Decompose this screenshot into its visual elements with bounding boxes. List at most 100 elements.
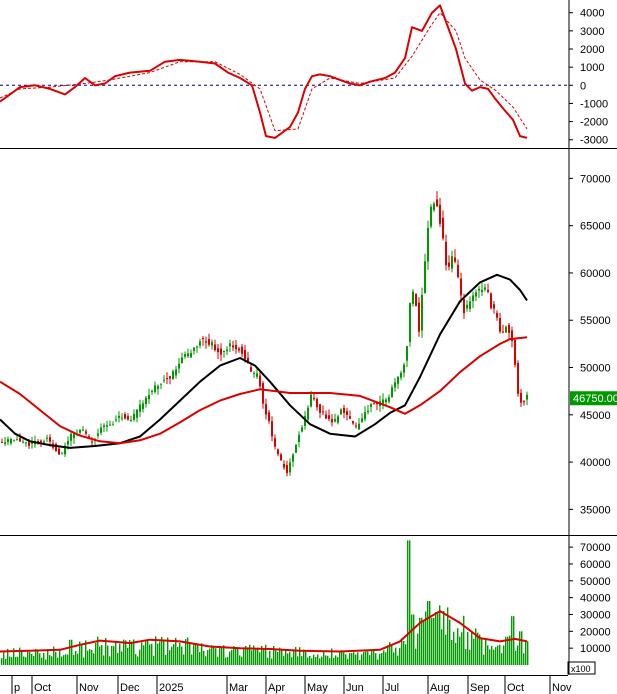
candle-body <box>283 463 285 468</box>
candle-body <box>187 353 189 357</box>
volume-bar <box>197 644 199 665</box>
volume-bar <box>181 646 183 665</box>
vol-tick-label: 10000 <box>580 643 611 655</box>
candle-body <box>247 357 249 364</box>
candle-body <box>433 203 435 211</box>
candle-body <box>172 371 174 380</box>
candle-body <box>16 439 18 441</box>
candle-body <box>394 382 396 388</box>
volume-bar <box>49 655 51 665</box>
volume-bar <box>103 655 105 665</box>
volume-bar <box>327 655 329 665</box>
volume-bar <box>505 636 507 665</box>
candle-body <box>328 415 330 420</box>
last-price-label: 46750.00 <box>573 393 617 405</box>
volume-bar <box>343 652 345 665</box>
candle-body <box>229 343 231 347</box>
candle-body <box>196 346 198 348</box>
volume-bar <box>125 640 127 665</box>
candle-body <box>103 425 105 428</box>
candle-body <box>460 278 462 296</box>
candle-body <box>244 349 246 360</box>
candle-body <box>163 379 165 381</box>
volume-bar <box>521 631 523 665</box>
volume-bar <box>51 656 53 665</box>
volume-bar <box>403 640 405 665</box>
volume-bar <box>325 655 327 665</box>
osc-tick-label: -2000 <box>580 117 608 129</box>
volume-bar <box>87 650 89 665</box>
volume-bar <box>437 613 439 665</box>
volume-bar <box>447 607 449 665</box>
osc-tick-label: 2000 <box>580 44 604 56</box>
volume-bar <box>117 652 119 665</box>
candle-body <box>301 427 303 432</box>
volume-bar <box>451 640 453 665</box>
candle-body <box>373 403 375 405</box>
candle-body <box>235 344 237 350</box>
volume-bar <box>365 651 367 665</box>
candle-body <box>127 416 129 420</box>
volume-bar <box>407 540 409 665</box>
oscillator-line <box>0 4 528 139</box>
volume-bar <box>495 647 497 665</box>
volume-bar <box>425 611 427 665</box>
candle-body <box>232 345 234 348</box>
volume-bar <box>299 647 301 665</box>
candle-body <box>202 338 204 340</box>
volume-bar <box>239 655 241 665</box>
volume-bar <box>435 612 437 665</box>
volume-bar <box>19 647 21 665</box>
volume-bar <box>357 652 359 665</box>
volume-bar <box>47 648 49 665</box>
volume-bar <box>475 628 477 665</box>
volume-bar <box>287 653 289 665</box>
volume-bar <box>215 648 217 665</box>
volume-bar <box>523 653 525 665</box>
volume-bar <box>323 651 325 665</box>
candle-body <box>43 441 45 443</box>
volume-bar <box>35 648 37 665</box>
oscillator-panel: 4000 3000 2000 1000 0 -1000 -2000 -3000 <box>0 4 608 147</box>
volume-bar <box>289 651 291 665</box>
x-tick-label: May <box>307 682 328 694</box>
volume-bar <box>399 648 401 665</box>
volume-bar <box>225 657 227 665</box>
volume-bar <box>237 649 239 665</box>
volume-bar <box>85 640 87 665</box>
candle-body <box>403 364 405 373</box>
osc-tick-label: 0 <box>580 80 586 92</box>
x-tick-label: Jul <box>385 682 399 694</box>
volume-bar <box>3 652 5 665</box>
candle-body <box>25 442 27 444</box>
candle-body <box>337 416 339 423</box>
candle-body <box>184 354 186 357</box>
volume-bar <box>441 629 443 665</box>
candle-body <box>367 410 369 412</box>
volume-bar <box>173 644 175 665</box>
volume-bar <box>499 644 501 665</box>
candle-body <box>412 291 414 304</box>
price-tick-label: 50000 <box>580 363 611 375</box>
candle-body <box>37 441 39 443</box>
volume-bar <box>277 651 279 665</box>
candle-body <box>325 414 327 419</box>
candle-body <box>274 438 276 447</box>
volume-bar <box>283 656 285 665</box>
volume-bar <box>199 652 201 665</box>
volume-bar <box>43 652 45 665</box>
candle-body <box>436 199 438 207</box>
candle-body <box>58 448 60 455</box>
candle-body <box>382 399 384 404</box>
candle-body <box>493 304 495 309</box>
volume-bar <box>119 643 121 665</box>
volume-bar <box>377 659 379 665</box>
candle-body <box>316 398 318 408</box>
volume-bar <box>501 653 503 665</box>
candle-body <box>268 412 270 422</box>
candle-body <box>487 289 489 292</box>
volume-bar <box>297 656 299 665</box>
volume-bar <box>65 654 67 665</box>
volume-bar <box>83 657 85 665</box>
